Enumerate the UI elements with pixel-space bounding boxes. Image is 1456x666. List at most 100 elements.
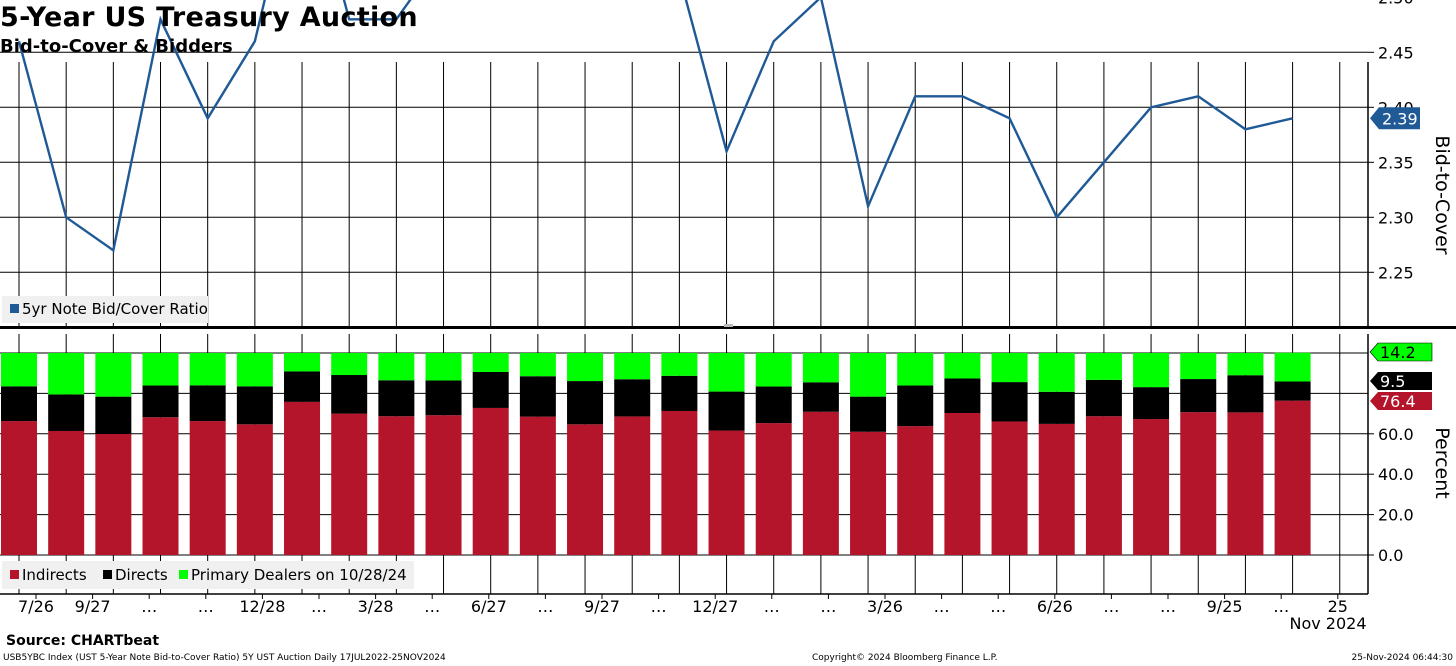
legend-indirects-swatch [10,570,19,579]
x-tick-label: … [1273,597,1289,616]
bar-directs [802,382,839,412]
bar-directs [472,371,509,408]
bar-indirects [991,421,1028,555]
source-note: Source: CHARTbeat [6,633,160,649]
bar-indirects [1085,416,1122,555]
bid-to-cover-axis-title: Bid-to-Cover [1431,135,1453,254]
y-tick-label: 2.50 [1378,0,1414,7]
bar-directs [708,391,745,431]
y-tick-label: 2.25 [1378,263,1414,282]
legend-primary-dealers-swatch [179,570,188,579]
bar-primary-dealers [48,353,85,395]
y-tick-label: 2.30 [1378,208,1414,227]
bar-primary-dealers [1038,353,1075,392]
y-tick-label: 60.0 [1378,425,1414,444]
x-tick-label: … [198,597,214,616]
bar-directs [991,382,1028,422]
bar-indirects [1133,419,1170,555]
bar-indirects [661,410,698,555]
bar-directs [48,394,85,431]
x-tick-label: 12/27 [692,597,738,616]
bar-directs [567,381,604,425]
bar-primary-dealers [1180,353,1217,380]
bar-primary-dealers [944,353,981,379]
bar-directs [944,378,981,413]
bar-directs [378,380,415,417]
bar-indirects [189,421,226,555]
bar-primary-dealers [1085,353,1122,380]
bar-indirects [755,423,792,555]
bar-indirects [802,411,839,555]
x-tick-label: … [424,597,440,616]
bar-primary-dealers [1274,352,1311,382]
bar-directs [1227,375,1264,413]
bar-indirects [944,412,981,555]
x-tick-label: 12/28 [239,597,285,616]
x-tick-label: … [764,597,780,616]
y-tick-label: 2.35 [1378,153,1414,172]
bar-indirects [378,416,415,555]
legend-indirects-label: Indirects [22,566,87,584]
last-directs-tag [1370,372,1432,390]
bar-primary-dealers [331,353,368,376]
bar-primary-dealers [661,353,698,376]
line-legend-swatch [10,304,19,313]
bar-directs [1038,391,1075,424]
bar-primary-dealers [755,353,792,387]
panel-resize-handle [724,324,733,327]
x-tick-label: … [141,597,157,616]
bar-primary-dealers [614,353,651,380]
y-tick-label: 20.0 [1378,506,1414,525]
bar-primary-dealers [378,353,415,381]
bar-primary-dealers [708,353,745,392]
bar-indirects [519,416,556,555]
x-tick-label: … [820,597,836,616]
x-tick-label: … [1103,597,1119,616]
x-tick-label: … [1160,597,1176,616]
bar-primary-dealers [425,353,462,381]
footer-timestamp: 25-Nov-2024 06:44:30 [1351,653,1453,663]
x-tick-label: 3/28 [358,597,394,616]
bar-directs [142,385,179,418]
bar-indirects [331,413,368,555]
bar-directs [425,380,462,416]
bar-indirects [236,424,273,555]
bar-indirects [284,401,321,555]
y-tick-label: 2.45 [1378,43,1414,62]
last-value-tag [1370,107,1420,130]
bar-directs [755,386,792,424]
bar-directs [519,376,556,417]
bar-indirects [614,416,651,555]
bar-directs [1085,379,1122,417]
x-tick-label: 9/25 [1207,597,1243,616]
bar-primary-dealers [1227,353,1264,376]
y-tick-label: 40.0 [1378,465,1414,484]
bar-legend-box [2,561,414,589]
bar-primary-dealers [95,353,132,397]
bar-primary-dealers [991,353,1028,383]
bar-indirects [850,431,887,555]
legend-directs-label: Directs [115,566,168,584]
bar-directs [331,375,368,414]
bar-indirects [1274,400,1311,555]
bar-indirects [1,421,37,555]
chart-title: 5-Year US Treasury Auction [0,2,418,33]
bar-primary-dealers [519,353,556,377]
bar-indirects [95,434,132,555]
bar-primary-dealers [236,353,273,387]
bar-primary-dealers [1133,353,1170,388]
footer-index-description: USB5YBC Index (UST 5-Year Note Bid-to-Co… [3,653,446,663]
x-tick-label: 3/26 [867,597,903,616]
x-tick-label: 9/27 [584,597,620,616]
panel-divider [0,326,1456,329]
bar-indirects [472,407,509,555]
bar-indirects [708,430,745,555]
line-legend-box [2,296,208,323]
bar-directs [1,386,37,422]
x-tick-label: 6/27 [471,597,507,616]
bar-primary-dealers [1,353,37,387]
last-primary-dealers-tag [1369,342,1433,362]
bar-directs [661,375,698,411]
bid-to-cover-line [17,0,1293,253]
